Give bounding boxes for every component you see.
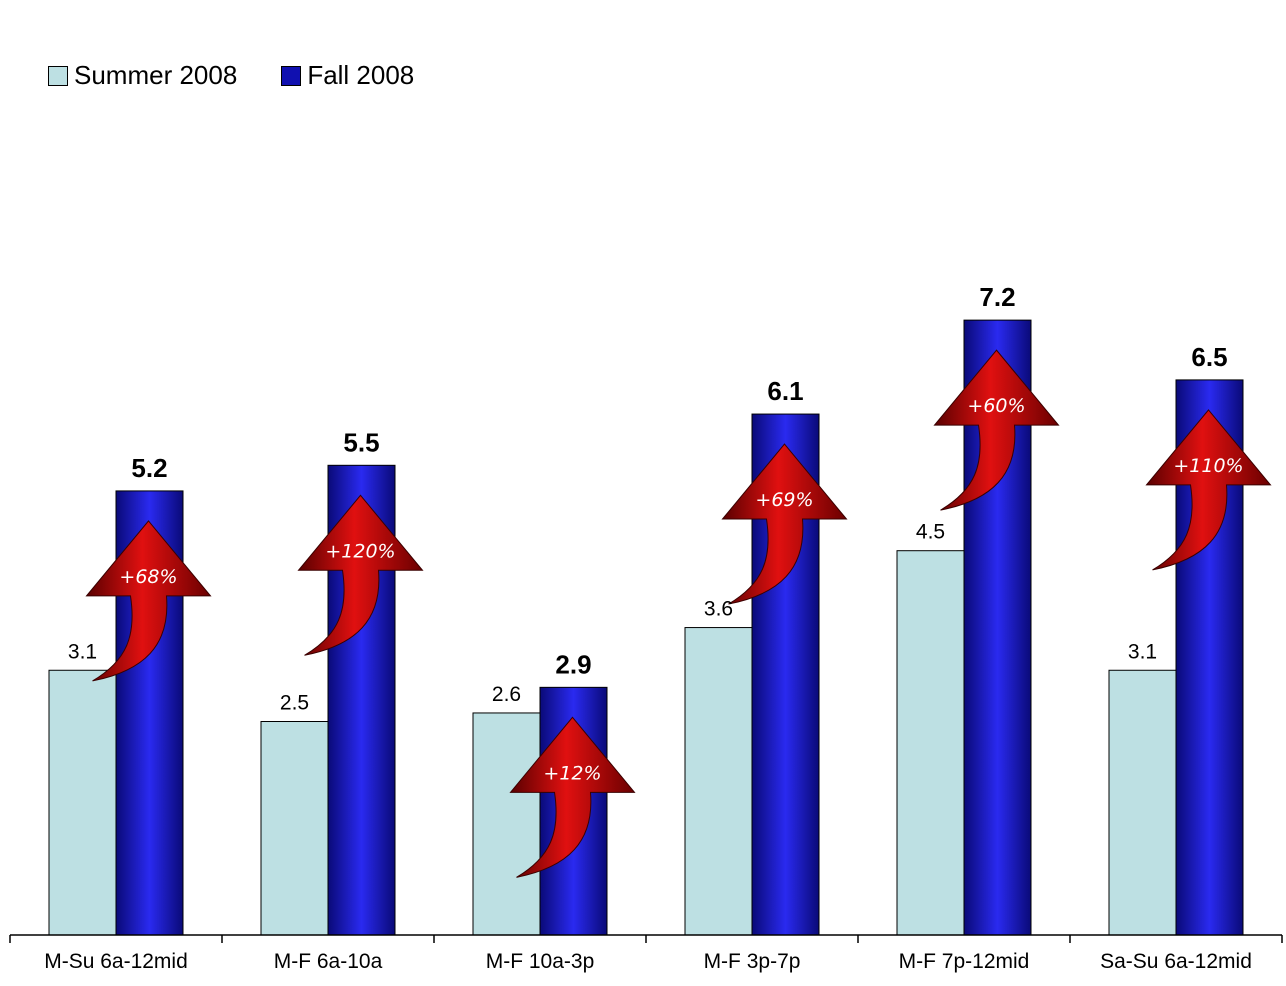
x-tick-label: M-F 10a-3p: [486, 950, 595, 973]
data-label-fall: 6.5: [1191, 342, 1227, 372]
bar-summer: [48, 669, 117, 936]
bars-layer: [48, 319, 1244, 936]
data-label-summer: 4.5: [916, 521, 945, 544]
growth-percent-label: +68%: [119, 566, 177, 588]
bar-summer: [260, 721, 329, 936]
x-tick-label: M-F 6a-10a: [274, 950, 383, 973]
growth-arrow: [85, 520, 212, 682]
arrows-layer: +68% +120% +12% +69% +60% +110%: [85, 349, 1272, 878]
legend: Summer 2008 Fall 2008: [48, 60, 414, 91]
bar-summer: [1108, 669, 1177, 936]
legend-swatch-fall: [281, 65, 302, 86]
x-axis: M-Su 6a-12mid M-F 6a-10a M-F 10a-3p M-F 3p-…: [9, 934, 1283, 973]
data-label-fall: 6.1: [767, 376, 803, 406]
growth-percent-label: +69%: [755, 489, 813, 511]
growth-arrow: [933, 349, 1060, 511]
growth-percent-label: +120%: [325, 540, 395, 562]
x-tick-label: Sa-Su 6a-12mid: [1100, 950, 1252, 973]
data-label-fall: 5.2: [131, 453, 167, 483]
growth-arrow: [509, 716, 636, 878]
legend-item-summer: Summer 2008: [48, 60, 237, 91]
x-tick-label: M-Su 6a-12mid: [44, 950, 188, 973]
labels-layer: 3.1 5.2 2.5 5.5 2.6 2.9 3.6 6.1 4.5 7.2 3.1 6.5: [68, 282, 1228, 714]
data-label-summer: 3.6: [704, 598, 733, 621]
bar-summer: [684, 627, 753, 936]
legend-swatch-summer: [48, 65, 68, 86]
legend-label-fall: Fall 2008: [307, 60, 415, 90]
growth-arrow: [297, 494, 424, 656]
growth-arrow: [721, 443, 848, 605]
data-label-fall: 5.5: [343, 427, 379, 457]
bar-summer: [896, 550, 965, 936]
bar-summer: [472, 712, 541, 936]
growth-arrow: [1145, 409, 1272, 571]
x-tick-label: M-F 7p-12mid: [899, 950, 1030, 973]
data-label-summer: 3.1: [68, 640, 97, 663]
legend-item-fall: Fall 2008: [281, 60, 414, 91]
growth-percent-label: +12%: [543, 762, 601, 784]
legend-label-summer: Summer 2008: [74, 60, 238, 90]
data-label-summer: 2.6: [492, 683, 521, 706]
x-tick-label: M-F 3p-7p: [704, 950, 801, 973]
data-label-fall: 7.2: [979, 282, 1015, 312]
data-label-summer: 3.1: [1128, 640, 1157, 663]
growth-percent-label: +60%: [967, 395, 1025, 417]
data-label-fall: 2.9: [555, 649, 591, 679]
growth-percent-label: +110%: [1173, 455, 1243, 477]
data-label-summer: 2.5: [280, 692, 309, 715]
